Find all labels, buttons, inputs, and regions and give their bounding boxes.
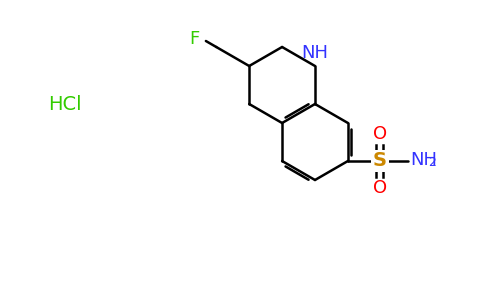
Text: HCl: HCl	[48, 95, 82, 115]
Text: O: O	[373, 125, 387, 143]
Text: NH: NH	[302, 44, 329, 62]
Text: S: S	[373, 152, 387, 170]
Text: NH: NH	[410, 151, 437, 169]
Text: 2: 2	[428, 157, 436, 169]
Text: F: F	[190, 30, 200, 48]
Text: O: O	[373, 179, 387, 197]
